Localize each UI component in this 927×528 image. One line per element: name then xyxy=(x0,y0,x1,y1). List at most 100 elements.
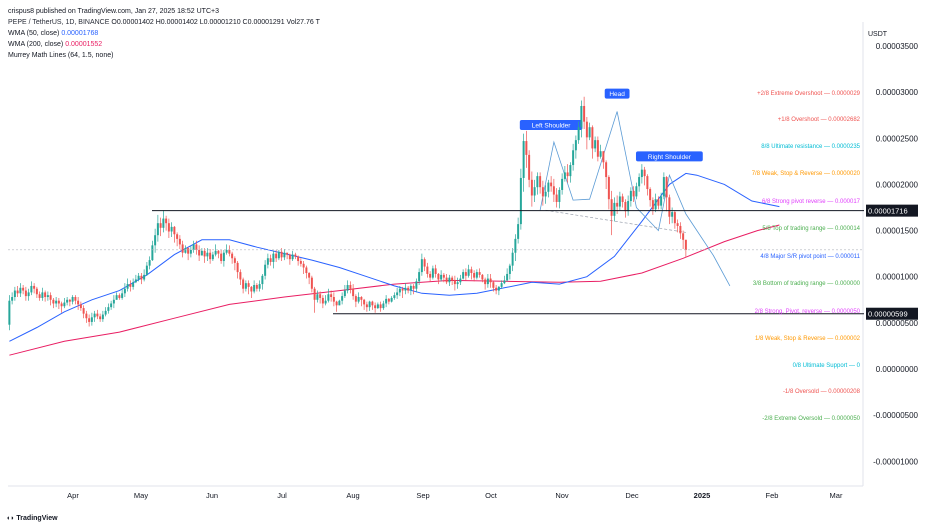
y-tick-label: 0.00003000 xyxy=(876,88,919,97)
x-tick-label: Nov xyxy=(555,491,569,500)
candle-body xyxy=(60,303,63,307)
axes-layer: 0.00003500 0.00003000 0.00002500 0.00002000… xyxy=(67,42,918,500)
y-tick-label: 0.00001500 xyxy=(876,227,919,236)
candle-body xyxy=(214,250,217,255)
candle-body xyxy=(231,253,234,259)
y-tick-label: 0.00001000 xyxy=(876,273,919,282)
murrey-legend[interactable]: Murrey Math Lines (64, 1.5, none) xyxy=(8,50,320,61)
candle-body xyxy=(514,238,517,253)
right-shoulder-label-bg xyxy=(635,151,703,162)
candle-body xyxy=(189,249,192,254)
candle-body xyxy=(195,244,198,250)
murrey-level-label: 5/8 Top of trading range — 0.000014 xyxy=(762,226,860,232)
currency-label[interactable]: USDT xyxy=(868,31,888,38)
candle-body xyxy=(470,269,473,274)
candle-body xyxy=(184,248,187,253)
symbol-name[interactable]: PEPE / TetherUS, 1D, BINANCE xyxy=(8,19,110,26)
candle-body xyxy=(123,288,126,294)
candle-body xyxy=(451,277,454,281)
candle-body xyxy=(302,263,305,268)
candle-body xyxy=(409,285,412,291)
candle-body xyxy=(156,223,159,236)
candle-body xyxy=(38,294,41,298)
candle-body xyxy=(662,177,665,197)
murrey-level-label: +1/8 Overshoot — 0.00002682 xyxy=(778,117,861,123)
candle-body xyxy=(420,259,423,273)
candle-body xyxy=(77,300,80,305)
candle-body xyxy=(423,259,426,267)
candle-body xyxy=(151,245,154,261)
candle-body xyxy=(522,141,525,178)
candle-body xyxy=(437,273,440,280)
candle-body xyxy=(530,179,533,196)
head-label-bg xyxy=(604,88,630,99)
price-badge xyxy=(866,307,918,320)
candle-body xyxy=(566,172,569,177)
candle-body xyxy=(442,274,445,278)
murrey-level-label: 6/8 Strong pivot reverse — 0.000017 xyxy=(762,199,861,205)
candle-body xyxy=(354,296,357,302)
candle-body xyxy=(536,176,539,188)
candle-body xyxy=(143,274,146,280)
candle-body xyxy=(387,298,390,302)
neckline xyxy=(545,209,686,233)
candle-body xyxy=(464,272,467,276)
candle-body xyxy=(646,176,649,190)
wma50-value: 0.00001768 xyxy=(61,30,99,37)
candle-body xyxy=(632,190,635,197)
candle-body xyxy=(357,297,360,302)
candle-body xyxy=(583,105,586,122)
candle-body xyxy=(261,275,264,285)
candle-body xyxy=(401,288,404,291)
candle-body xyxy=(385,298,388,304)
candle-body xyxy=(57,300,60,304)
candle-body xyxy=(363,299,366,305)
chart-header: crispus8 published on TradingView.com, J… xyxy=(8,6,320,61)
tradingview-brand: TradingView xyxy=(16,515,58,522)
candle-body xyxy=(360,297,363,300)
candle-body xyxy=(272,253,275,262)
candle-body xyxy=(379,304,382,309)
candle-body xyxy=(462,272,465,279)
candle-body xyxy=(673,212,676,224)
candle-body xyxy=(580,105,583,128)
candle-body xyxy=(376,304,379,309)
candle-body xyxy=(503,280,506,284)
candle-body xyxy=(374,305,377,309)
candle-body xyxy=(233,258,236,263)
candle-body xyxy=(176,234,179,239)
candle-body xyxy=(187,248,190,254)
candle-body xyxy=(475,272,478,278)
candle-body xyxy=(506,273,509,281)
candle-body xyxy=(71,297,74,302)
candle-body xyxy=(552,186,555,195)
candle-body xyxy=(365,304,368,308)
candle-body xyxy=(33,285,36,289)
candle-body xyxy=(478,272,481,275)
candle-body xyxy=(286,252,289,255)
candle-body xyxy=(305,267,308,274)
murrey-level-label: 8/8 Ultimate resistance — 0.0000235 xyxy=(761,144,860,150)
candle-body xyxy=(280,251,283,258)
candle-body xyxy=(607,177,610,200)
wma50-legend[interactable]: WMA (50, close) 0.00001768 xyxy=(8,28,320,39)
candle-body xyxy=(481,274,484,280)
candle-body xyxy=(492,282,495,288)
candle-body xyxy=(275,253,278,259)
candle-body xyxy=(217,250,220,254)
candle-body xyxy=(316,294,319,300)
candle-body xyxy=(198,249,201,256)
candle-body xyxy=(431,268,434,278)
candle-body xyxy=(618,196,621,207)
tradingview-logo[interactable]: ◖◗ TradingView xyxy=(6,515,58,522)
candle-body xyxy=(660,196,663,206)
price-badge-text: 0.00000599 xyxy=(868,310,908,319)
candle-body xyxy=(324,300,327,304)
candle-body xyxy=(126,284,129,289)
horizontal-lines-layer: 0.00001716 0.00000599 xyxy=(8,204,918,320)
candle-body xyxy=(679,225,682,234)
candle-body xyxy=(684,239,687,250)
wma200-legend[interactable]: WMA (200, close) 0.00001552 xyxy=(8,39,320,50)
x-tick-label: Dec xyxy=(625,491,639,500)
